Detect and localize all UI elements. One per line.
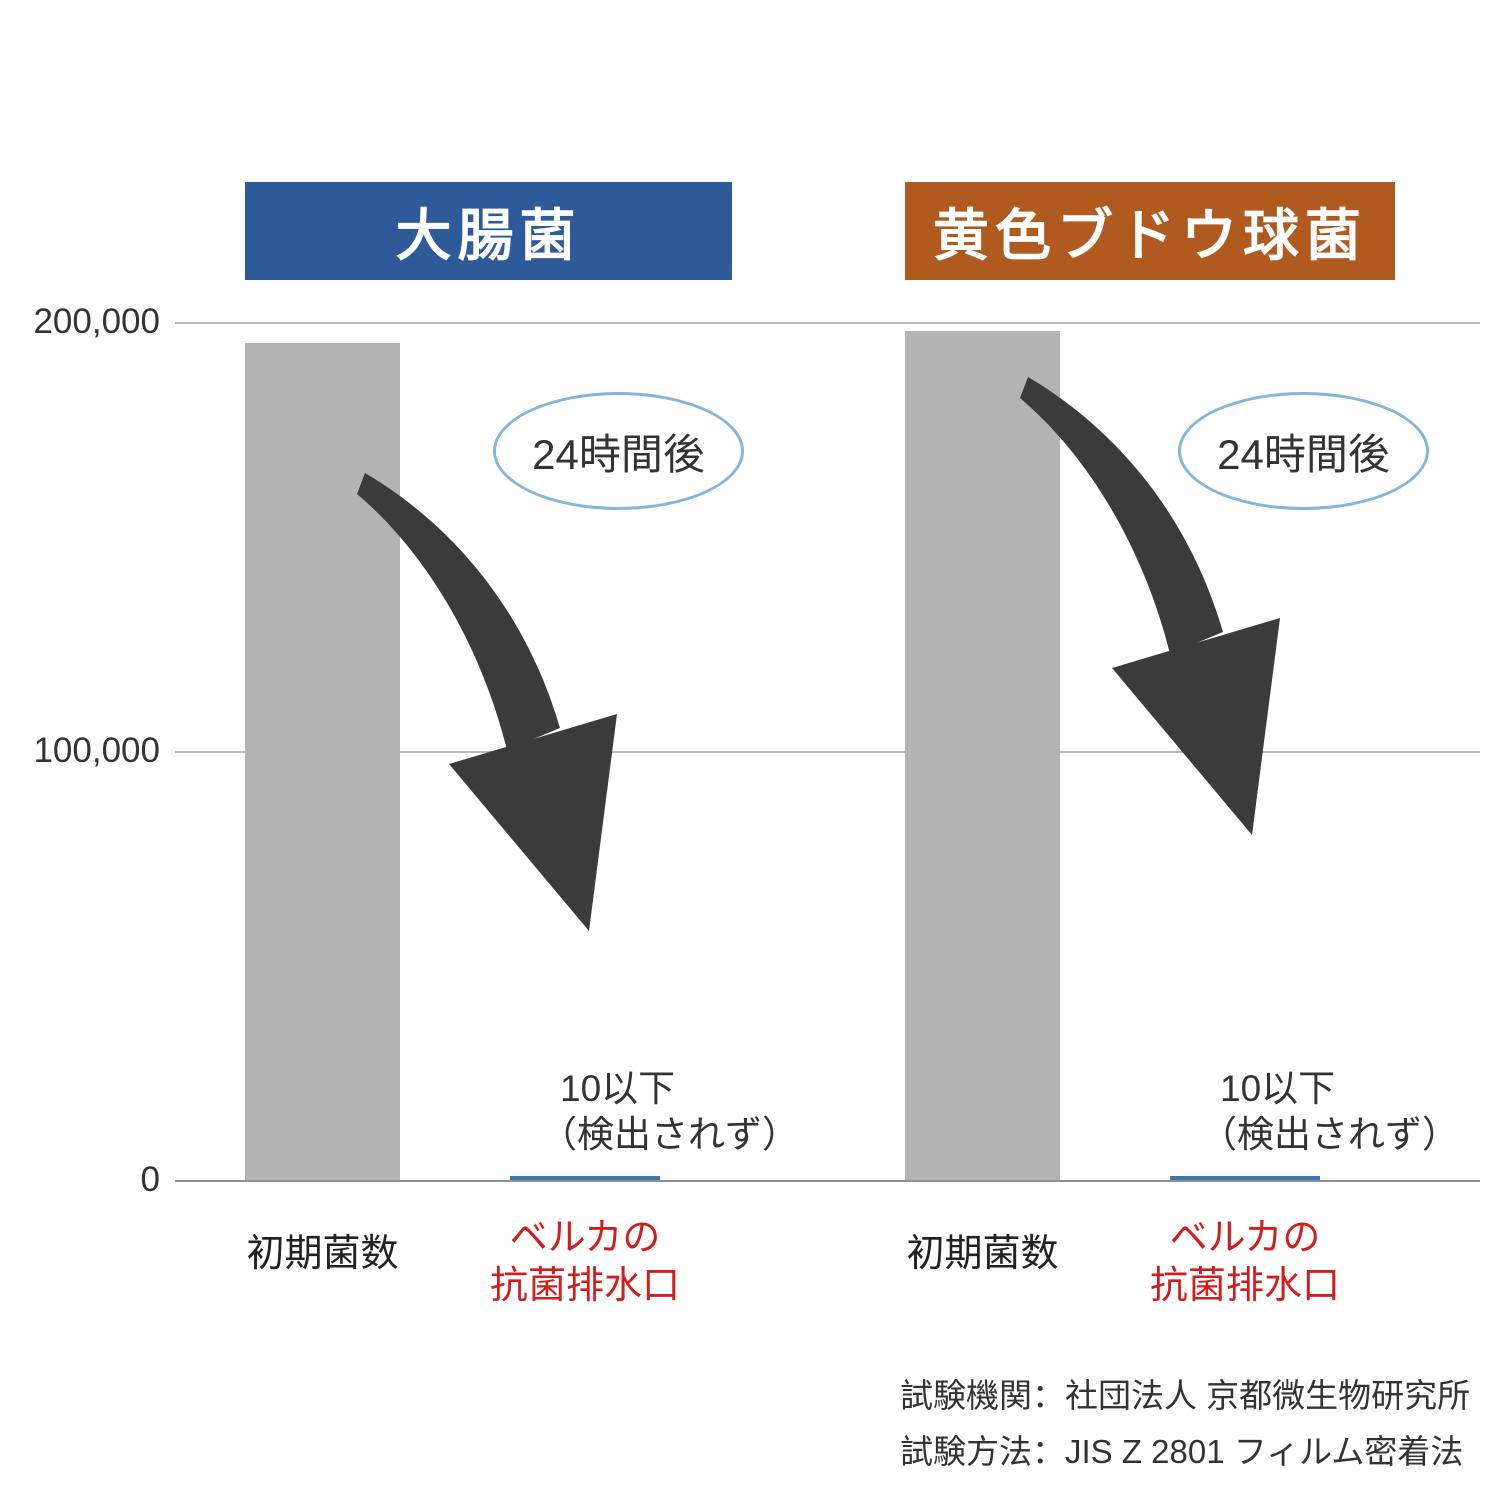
category-label-ecoli-after-line1: ベルカの (509, 1217, 661, 1259)
time-annotation-staph-text: 24時間後 (1217, 430, 1390, 478)
decrease-arrow-staph (1020, 377, 1280, 835)
time-annotation-ecoli: 24時間後 (493, 392, 744, 510)
category-label-staph-after-line1: ベルカの (1169, 1217, 1321, 1259)
y-axis-label-200000: 200,000 (33, 302, 160, 341)
bar-ecoli-after (510, 1176, 660, 1180)
gridline-100000 (175, 751, 1480, 753)
time-annotation-ecoli-text: 24時間後 (532, 430, 705, 478)
panel-title-ecoli: 大腸菌 (245, 182, 732, 280)
result-ecoli-note: （検出されず） (540, 1114, 799, 1156)
category-label-ecoli-initial: 初期菌数 (246, 1233, 399, 1275)
category-label-staph-initial: 初期菌数 (906, 1233, 1059, 1275)
y-axis-label-0: 0 (140, 1160, 160, 1199)
category-label-staph-after: ベルカの 抗菌排水口 (1120, 1215, 1370, 1310)
result-staph: 10以下 （検出されず） (1200, 1066, 1459, 1159)
bar-staph-after (1170, 1176, 1320, 1180)
gridline-200000 (175, 322, 1480, 324)
result-ecoli: 10以下 （検出されず） (540, 1066, 799, 1159)
test-method: 試験方法：JIS Z 2801 フィルム密着法 (900, 1433, 1464, 1471)
time-annotation-staph: 24時間後 (1178, 392, 1429, 510)
y-axis-label-100000: 100,000 (33, 731, 160, 770)
category-label-ecoli-after-line2: 抗菌排水口 (489, 1264, 680, 1307)
result-ecoli-value: 10以下 (560, 1068, 676, 1109)
bar-staph-initial (905, 331, 1060, 1180)
panel-title-staph: 黄色ブドウ球菌 (905, 182, 1395, 280)
category-label-ecoli-after: ベルカの 抗菌排水口 (460, 1215, 710, 1310)
decrease-arrow-ecoli (357, 473, 617, 931)
x-axis-baseline (175, 1180, 1480, 1182)
result-staph-value: 10以下 (1220, 1068, 1336, 1109)
test-organization: 試験機関：社団法人 京都微生物研究所 (900, 1377, 1471, 1414)
category-label-staph-after-line2: 抗菌排水口 (1149, 1264, 1340, 1307)
result-staph-note: （検出されず） (1200, 1114, 1459, 1156)
test-info: 試験機関：社団法人 京都微生物研究所 試験方法：JIS Z 2801 フィルム密… (900, 1368, 1470, 1480)
